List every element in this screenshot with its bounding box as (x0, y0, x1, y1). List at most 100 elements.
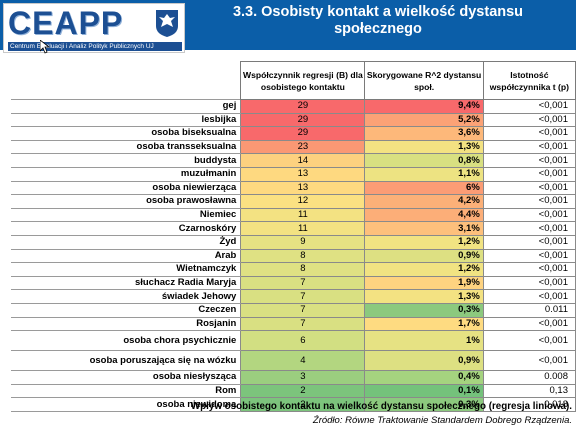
table-row: Wietnamczyk 8 1,2% <0,001 (11, 262, 576, 277)
row-label: osoba biseksualna (11, 126, 241, 141)
coef-cell: 14 (240, 153, 366, 168)
row-label: buddysta (11, 153, 241, 168)
coef-cell: 3 (240, 370, 366, 385)
p-value-cell: <0,001 (482, 139, 576, 155)
row-label: Czeczen (11, 302, 241, 318)
page-title-line1: 3.3. Osobisty kontakt a wielkość dystans… (232, 4, 524, 20)
coef-cell: 23 (240, 139, 366, 155)
table-caption: Wpływ osobistego kontaktu na wielkość dy… (190, 401, 572, 412)
header-p: Istotność współczynnika t (p) (482, 61, 576, 100)
r2-cell: 9,4% (364, 99, 484, 114)
coef-cell: 7 (240, 275, 366, 291)
coef-cell: 7 (240, 316, 366, 332)
logo-subtitle: Centrum Ewaluacji i Analiz Polityk Publi… (8, 42, 182, 51)
r2-cell: 1,3% (364, 289, 484, 304)
table-row: Rosjanin 7 1,7% <0,001 (11, 316, 576, 332)
row-label: osoba niesłysząca (11, 370, 241, 385)
r2-cell: 1,2% (364, 262, 484, 277)
p-value-cell: <0,001 (482, 166, 576, 182)
r2-cell: 1,3% (364, 139, 484, 155)
row-label: Czarnoskóry (11, 221, 241, 236)
r2-cell: 6% (364, 180, 484, 196)
logo-text: CEAPP (8, 5, 124, 41)
p-value-cell: <0,001 (482, 289, 576, 304)
header-empty-cell (11, 62, 241, 100)
row-label: osoba chora psychicznie (11, 330, 241, 352)
coef-cell: 2 (240, 397, 366, 412)
coef-cell: 11 (240, 207, 366, 223)
p-value-cell: <0,001 (482, 153, 576, 168)
r2-cell: 3,1% (364, 221, 484, 236)
r2-cell: 1,7% (364, 316, 484, 332)
p-value-cell: 0,018 (482, 397, 576, 412)
p-value-cell: 0.011 (482, 302, 576, 318)
r2-cell: 4,2% (364, 194, 484, 209)
r2-cell: 0,3% (364, 302, 484, 318)
row-label: Arab (11, 248, 241, 264)
table-row: osoba prawosławna 12 4,2% <0,001 (11, 194, 576, 209)
r2-cell: 1,2% (364, 234, 484, 250)
table-row: osoba niesłysząca 3 0,4% 0.008 (11, 370, 576, 385)
p-value-cell: 0,13 (482, 383, 576, 399)
regression-table: Współczynnik regresji (B) dla osobistego… (11, 61, 576, 412)
p-value-cell: <0,001 (482, 330, 576, 352)
eagle-emblem-icon (156, 10, 178, 37)
table-row: osoba poruszająca się na wózku 4 0,9% <0,00… (11, 350, 576, 372)
coef-cell: 9 (240, 234, 366, 250)
coef-cell: 6 (240, 330, 366, 352)
p-value-cell: <0,001 (482, 194, 576, 209)
p-value-cell: <0,001 (482, 221, 576, 236)
r2-cell: 4,4% (364, 207, 484, 223)
title-banner: CEAPP Centrum Ewaluacji i Analiz Polityk… (0, 0, 576, 53)
p-value-cell: <0,001 (482, 112, 576, 128)
coef-cell: 4 (240, 350, 366, 372)
table-row: gej 29 9,4% <0,001 (11, 99, 576, 114)
p-value-cell: 0.008 (482, 370, 576, 385)
table-row: osoba biseksualna 29 3,6% <0,001 (11, 126, 576, 141)
table-row: osoba niewierząca 13 6% <0,001 (11, 180, 576, 196)
p-value-cell: <0,001 (482, 99, 576, 114)
table-row: lesbijka 29 5,2% <0,001 (11, 112, 576, 128)
row-label: osoba niewierząca (11, 180, 241, 196)
p-value-cell: <0,001 (482, 275, 576, 291)
header-coef: Współczynnik regresji (B) dla osobistego… (240, 61, 366, 100)
row-label: osoba transseksualna (11, 139, 241, 155)
r2-cell: 1% (364, 330, 484, 352)
row-label: Niemiec (11, 207, 241, 223)
table-row: słuchacz Radia Maryja 7 1,9% <0,001 (11, 275, 576, 291)
table-row: świadek Jehowy 7 1,3% <0,001 (11, 289, 576, 304)
table-row: Żyd 9 1,2% <0,001 (11, 234, 576, 250)
row-label: osoba prawosławna (11, 194, 241, 209)
coef-cell: 13 (240, 166, 366, 182)
table-body: gej 29 9,4% <0,001 lesbijka 29 5,2% <0,001 osoba… (11, 99, 576, 412)
coef-cell: 8 (240, 248, 366, 264)
r2-cell: 0,1% (364, 383, 484, 399)
r2-cell: 5,2% (364, 112, 484, 128)
header-r2: Skorygowane R^2 dystansu społ. (364, 61, 484, 100)
p-value-cell: <0,001 (482, 316, 576, 332)
coef-cell: 8 (240, 262, 366, 277)
coef-cell: 13 (240, 180, 366, 196)
r2-cell: 3,6% (364, 126, 484, 141)
coef-cell: 7 (240, 302, 366, 318)
row-label: osoba niewidoma (11, 397, 241, 412)
row-label: słuchacz Radia Maryja (11, 275, 241, 291)
r2-cell: 0,9% (364, 350, 484, 372)
p-value-cell: <0,001 (482, 248, 576, 264)
table-row: Arab 8 0,9% <0,001 (11, 248, 576, 264)
coef-cell: 29 (240, 126, 366, 141)
p-value-cell: <0,001 (482, 180, 576, 196)
r2-cell: 0,4% (364, 370, 484, 385)
r2-cell: 1,9% (364, 275, 484, 291)
table-row: Czeczen 7 0,3% 0.011 (11, 302, 576, 318)
row-label: osoba poruszająca się na wózku (11, 350, 241, 372)
table-row: Rom 2 0,1% 0,13 (11, 383, 576, 399)
r2-cell: 0,8% (364, 153, 484, 168)
coef-cell: 7 (240, 289, 366, 304)
p-value-cell: <0,001 (482, 207, 576, 223)
p-value-cell: <0,001 (482, 262, 576, 277)
row-label: muzułmanin (11, 166, 241, 182)
table-row: osoba transseksualna 23 1,3% <0,001 (11, 139, 576, 155)
row-label: Wietnamczyk (11, 262, 241, 277)
table-row: Niemiec 11 4,4% <0,001 (11, 207, 576, 223)
